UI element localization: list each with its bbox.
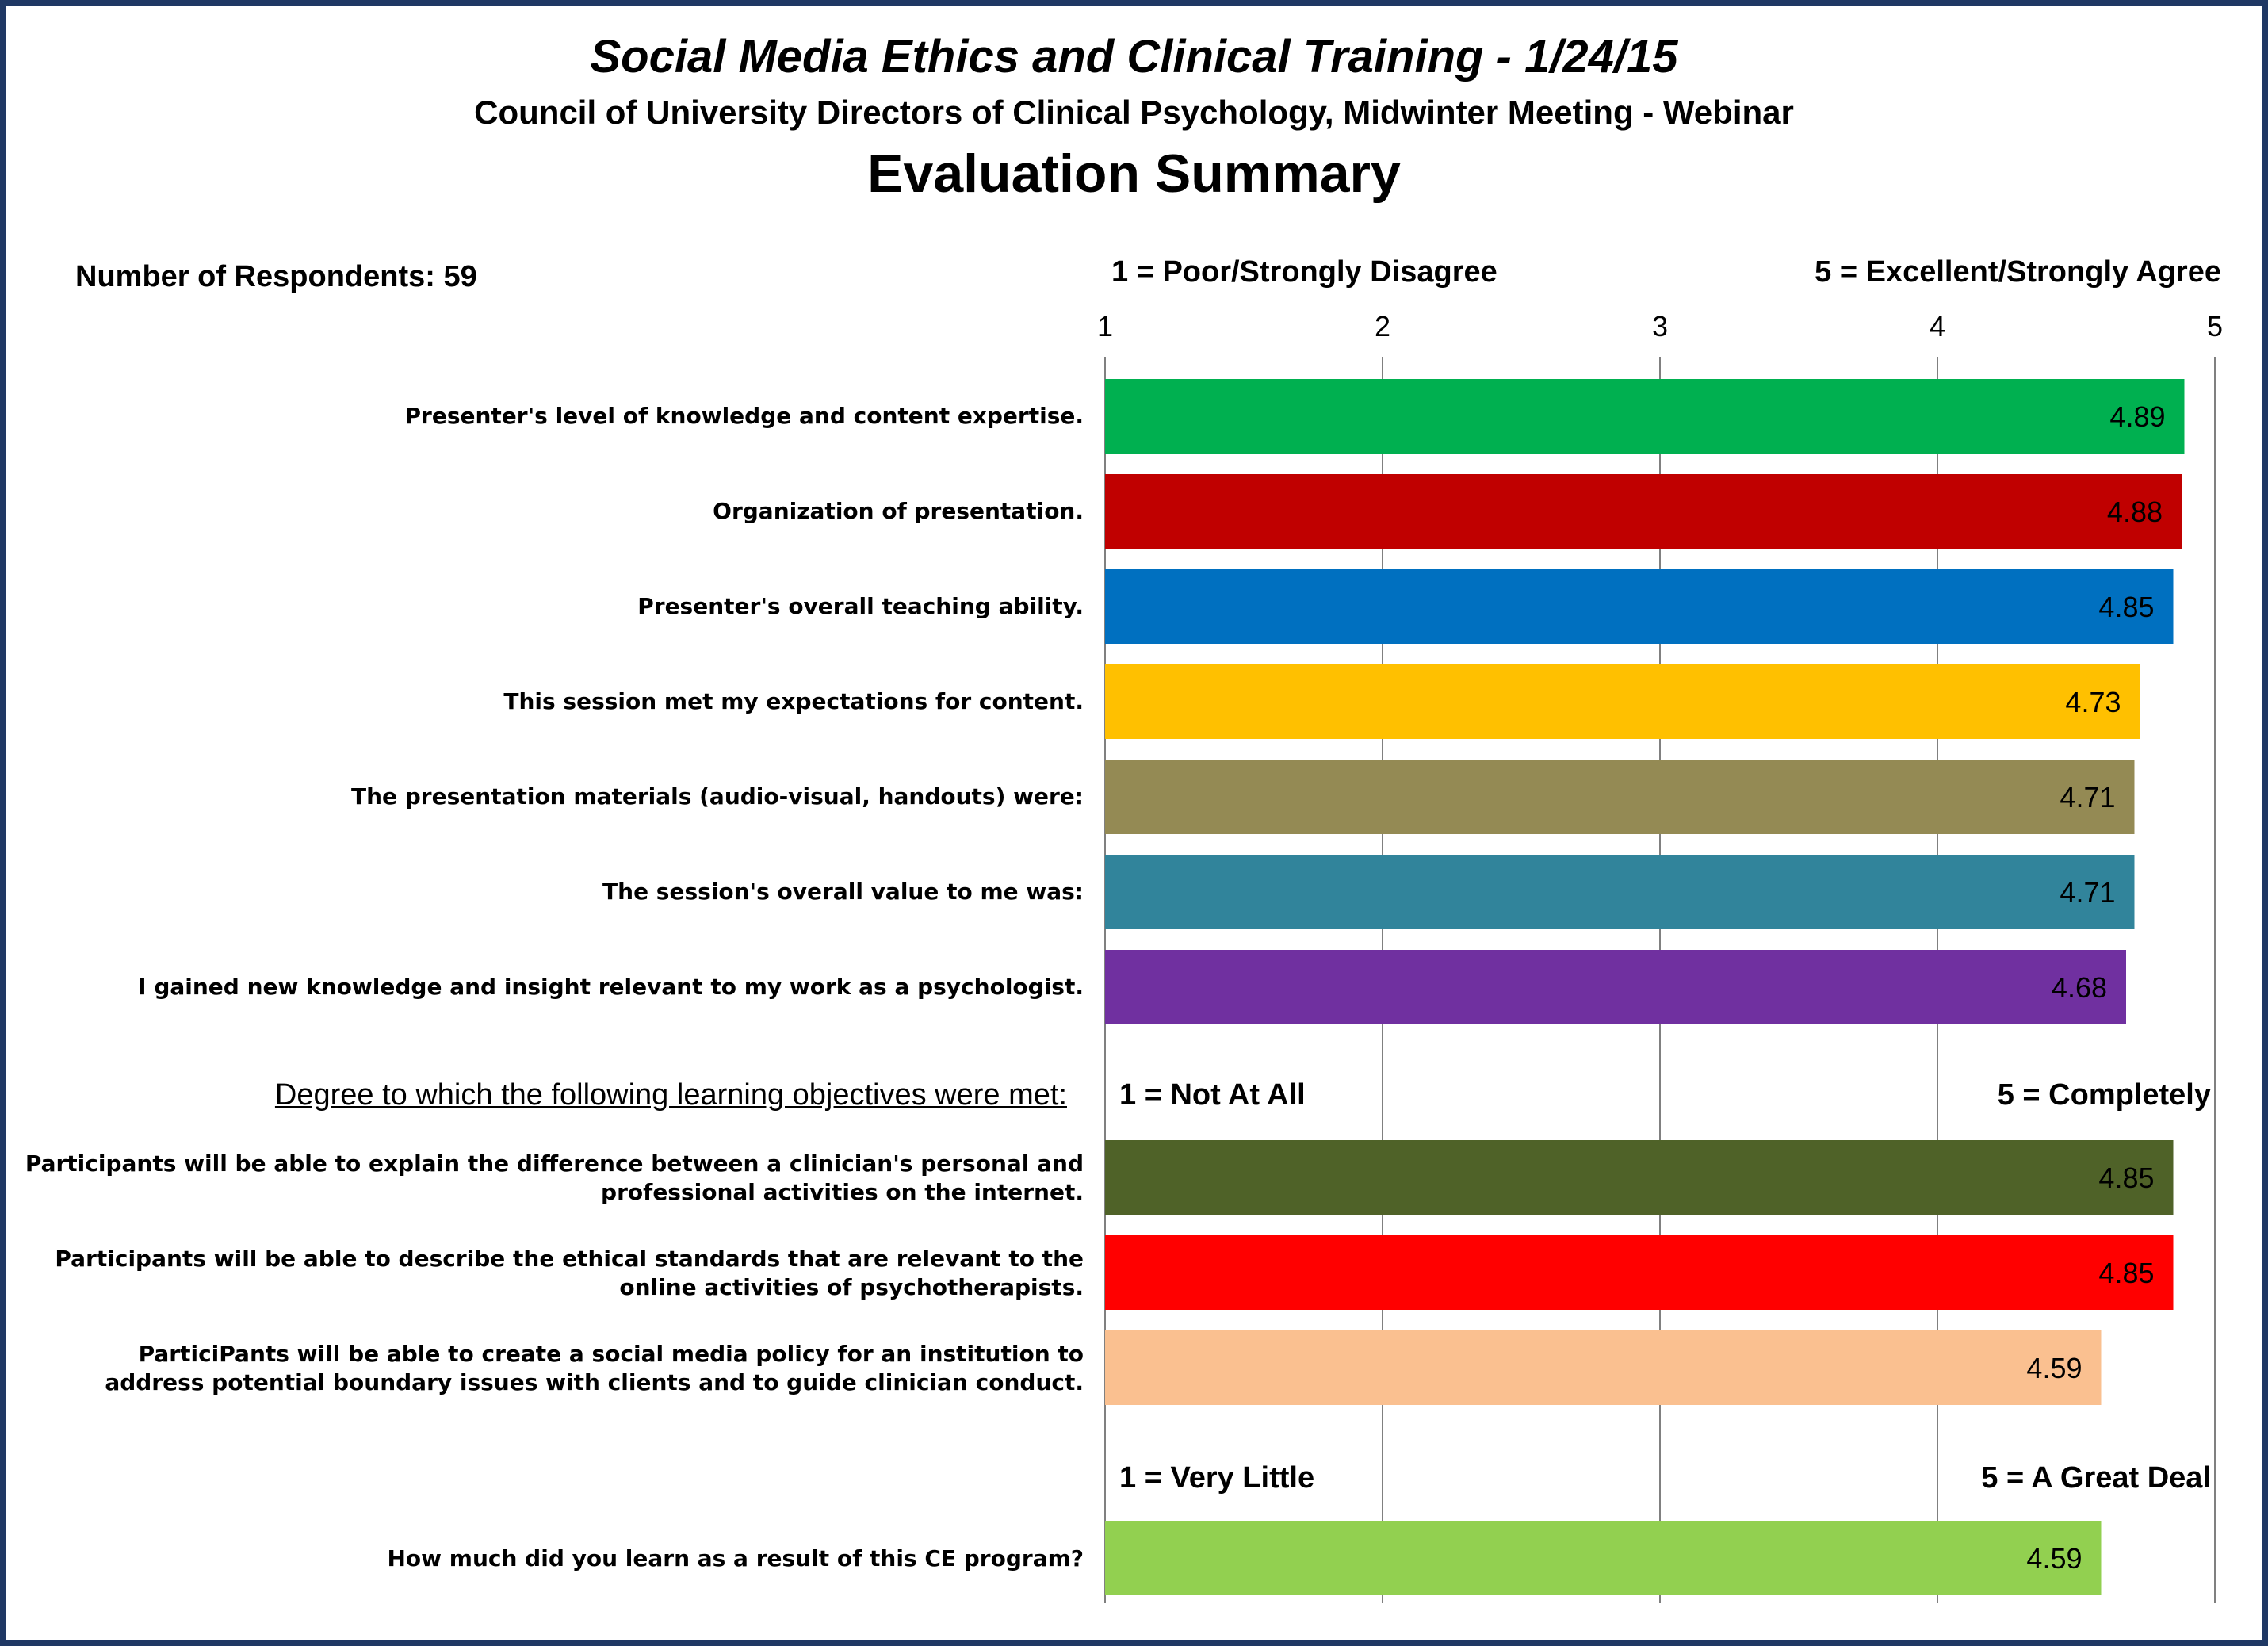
category-label-4: This session met my expectations for con…: [503, 688, 1084, 714]
scale-high-label-3: 5 = A Great Deal: [1981, 1461, 2211, 1495]
x-tick-label-3: 3: [1652, 310, 1668, 343]
data-label-11: 4.59: [2026, 1542, 2082, 1575]
bar-2: [1105, 474, 2182, 549]
bar-6: [1105, 855, 2135, 929]
data-label-6: 4.71: [2060, 876, 2115, 909]
page-heading: Evaluation Summary: [867, 144, 1401, 204]
data-label-3: 4.85: [2098, 591, 2154, 623]
bar-1: [1105, 379, 2185, 454]
x-tick-label-2: 2: [1375, 310, 1390, 343]
bar-4: [1105, 664, 2140, 739]
chart-title: Social Media Ethics and Clinical Trainin…: [590, 31, 1678, 82]
bar-11: [1105, 1521, 2102, 1595]
bar-10: [1105, 1330, 2102, 1405]
data-label-9: 4.85: [2098, 1257, 2154, 1289]
x-tick-label-1: 1: [1097, 310, 1113, 343]
x-tick-label-4: 4: [1930, 310, 1945, 343]
data-label-1: 4.89: [2109, 400, 2165, 433]
category-label-6: The session's overall value to me was:: [602, 879, 1084, 905]
scale-low-label-3: 1 = Very Little: [1119, 1461, 1315, 1495]
category-label-3: Presenter's overall teaching ability.: [637, 593, 1084, 619]
category-label-5: The presentation materials (audio-visual…: [350, 783, 1084, 810]
data-label-5: 4.71: [2060, 781, 2115, 813]
scale-low-label-2: 1 = Not At All: [1119, 1078, 1306, 1112]
data-label-10: 4.59: [2026, 1352, 2082, 1384]
category-label-2: Organization of presentation.: [713, 498, 1084, 524]
bar-7: [1105, 950, 2126, 1024]
respondents-count: Number of Respondents: 59: [75, 260, 477, 293]
bar-8: [1105, 1140, 2174, 1215]
scale-high-label-1: 5 = Excellent/Strongly Agree: [1815, 255, 2221, 289]
data-label-8: 4.85: [2098, 1162, 2154, 1194]
category-label-8: Participants will be able to explain the…: [25, 1150, 1084, 1205]
data-label-4: 4.73: [2065, 686, 2121, 718]
category-label-11: How much did you learn as a result of th…: [387, 1545, 1084, 1571]
bar-9: [1105, 1235, 2174, 1310]
learning-objectives-heading: Degree to which the following learning o…: [274, 1078, 1067, 1112]
data-label-7: 4.68: [2052, 971, 2107, 1004]
category-label-9: Participants will be able to describe th…: [55, 1246, 1084, 1300]
scale-low-label-1: 1 = Poor/Strongly Disagree: [1111, 255, 1497, 289]
scale-high-label-2: 5 = Completely: [1997, 1078, 2211, 1112]
bar-3: [1105, 569, 2174, 644]
category-label-7: I gained new knowledge and insight relev…: [138, 974, 1084, 1000]
chart-subtitle: Council of University Directors of Clini…: [474, 94, 1794, 131]
category-label-1: Presenter's level of knowledge and conte…: [404, 403, 1084, 429]
bar-5: [1105, 760, 2135, 834]
x-tick-label-5: 5: [2207, 310, 2223, 343]
data-label-2: 4.88: [2107, 496, 2163, 528]
category-label-10: ParticiPants will be able to create a so…: [105, 1341, 1084, 1395]
